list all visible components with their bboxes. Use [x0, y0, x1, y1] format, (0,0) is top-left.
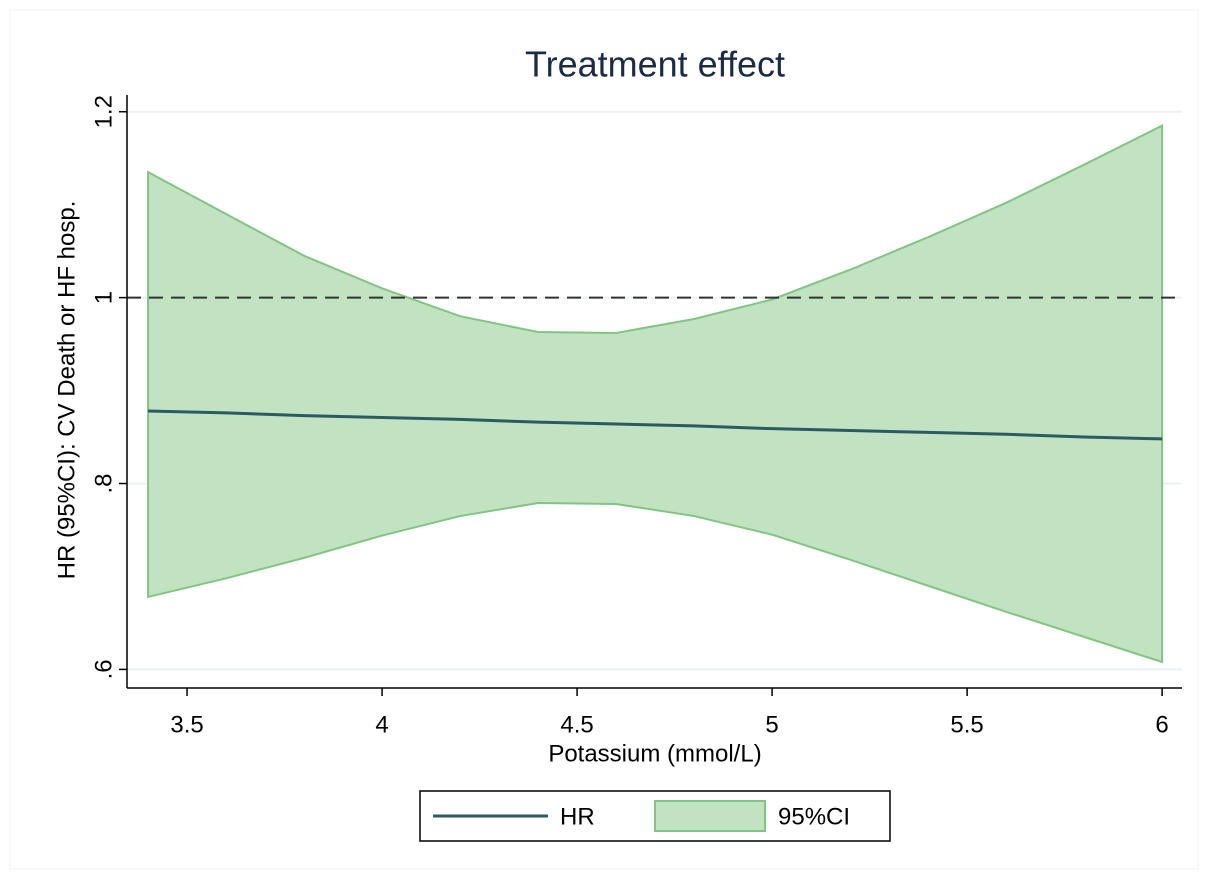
- x-tick-label: 5.5: [950, 711, 983, 738]
- x-tick-label: 5: [765, 711, 778, 738]
- legend-label: 95%CI: [778, 803, 850, 830]
- x-axis-title: Potassium (mmol/L): [548, 740, 761, 767]
- ci-band: [147, 124, 1164, 664]
- x-tick-label: 6: [1155, 711, 1168, 738]
- chart-title: Treatment effect: [525, 44, 785, 85]
- y-tick-label: .6: [90, 659, 117, 679]
- x-tick-label: 3.5: [170, 711, 203, 738]
- x-tick-label: 4: [375, 711, 388, 738]
- x-tick-label: 4.5: [560, 711, 593, 738]
- y-tick-label: .8: [90, 474, 117, 494]
- y-axis-title: HR (95%CI): CV Death or HF hosp.: [53, 201, 80, 580]
- legend-label: HR: [560, 803, 595, 830]
- hr-line: [148, 409, 1163, 441]
- y-tick-label: 1.2: [90, 95, 117, 128]
- y-tick-label: 1: [90, 291, 117, 304]
- legend-swatch-band: [654, 800, 766, 832]
